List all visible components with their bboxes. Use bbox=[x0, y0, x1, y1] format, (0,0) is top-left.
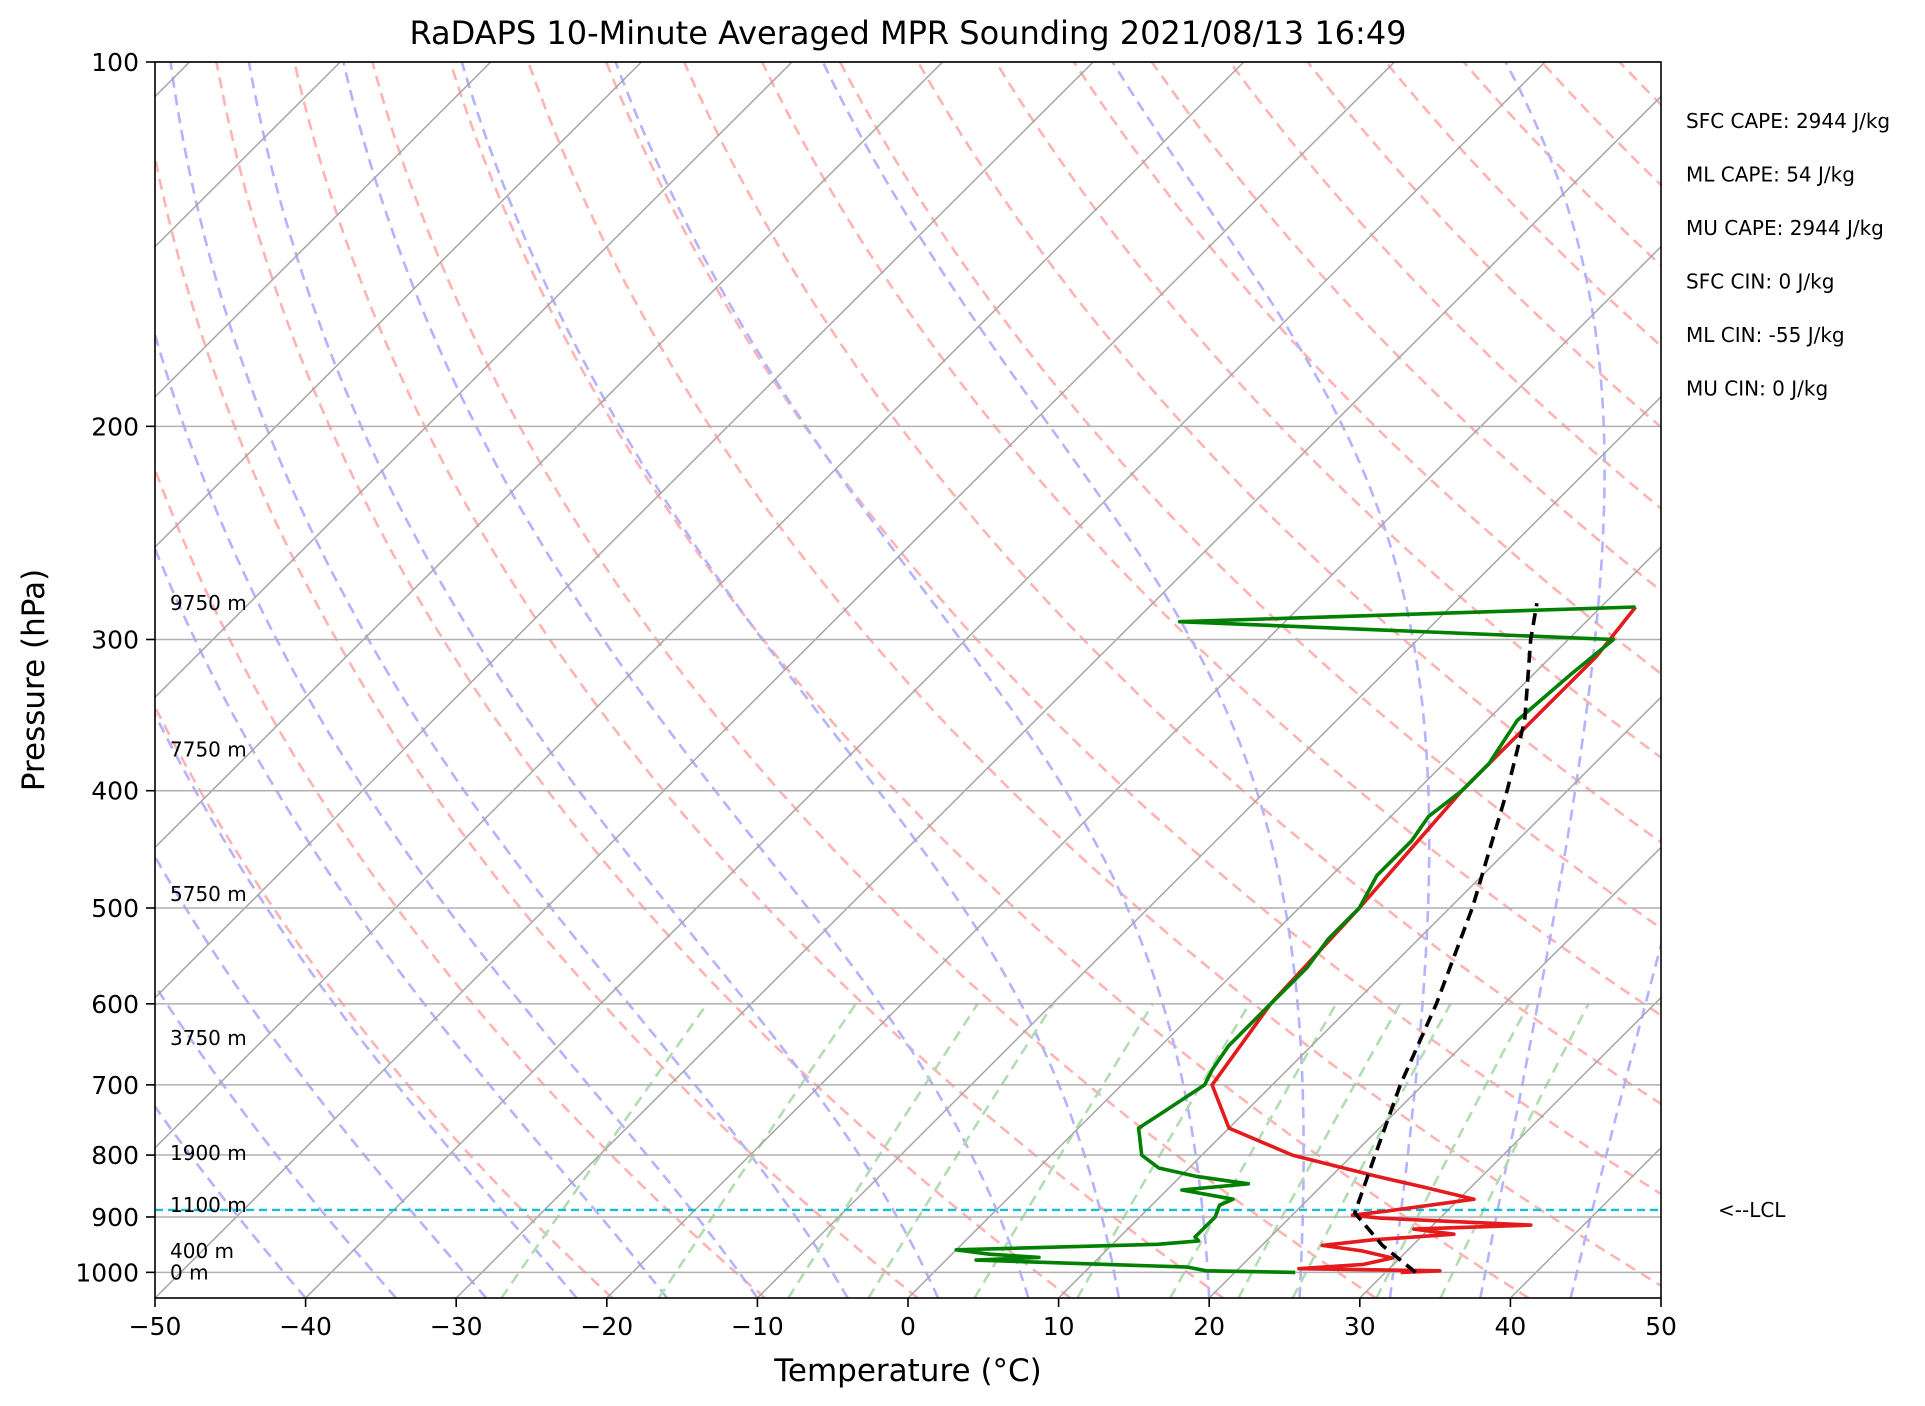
x-tick-label: 30 bbox=[1344, 1312, 1376, 1341]
chart-title: RaDAPS 10-Minute Averaged MPR Sounding 2… bbox=[409, 14, 1406, 52]
isotherm bbox=[155, 62, 1094, 999]
mixing-ratio-line bbox=[657, 1003, 857, 1298]
stability-index: SFC CIN: 0 J/kg bbox=[1686, 270, 1834, 294]
isotherm bbox=[1359, 996, 1661, 1298]
isotherm bbox=[155, 62, 793, 699]
dry-adiabat bbox=[916, 62, 1661, 844]
height-label: 0 m bbox=[170, 1260, 209, 1284]
moist-adiabat bbox=[1479, 62, 1606, 1298]
stability-annotations: SFC CAPE: 2944 J/kg ML CAPE: 54 J/kg MU CA… bbox=[1686, 109, 1890, 401]
moist-adiabat bbox=[155, 854, 488, 1298]
isotherm bbox=[155, 62, 944, 849]
isotherm bbox=[155, 62, 1395, 1298]
height-label: 400 m bbox=[170, 1239, 234, 1263]
dry-adiabat bbox=[293, 62, 1224, 1298]
y-tick-label: 1000 bbox=[75, 1258, 139, 1287]
y-tick-label: 400 bbox=[91, 777, 139, 806]
dry-adiabat bbox=[682, 62, 1661, 1106]
isotherm bbox=[1208, 846, 1661, 1298]
height-label: 9750 m bbox=[170, 591, 247, 615]
dry-adiabat bbox=[155, 151, 919, 1298]
mixing-ratio-line bbox=[787, 1003, 979, 1298]
stability-index: MU CAPE: 2944 J/kg bbox=[1686, 216, 1884, 240]
temperature-profile bbox=[1210, 605, 1638, 1275]
mixing-ratio-line bbox=[1076, 1003, 1251, 1298]
x-axis: −50 −40 −30 −20 −10 0 10 20 30 40 50 bbox=[129, 1298, 1677, 1341]
x-tick-label: 40 bbox=[1494, 1312, 1526, 1341]
x-axis-label: Temperature (°C) bbox=[773, 1353, 1042, 1389]
x-tick-label: 50 bbox=[1645, 1312, 1677, 1341]
moist-adiabat bbox=[155, 545, 669, 1298]
y-tick-label: 200 bbox=[91, 412, 139, 441]
x-tick-label: 0 bbox=[900, 1312, 916, 1341]
lcl-label: <--LCL bbox=[1718, 1198, 1786, 1222]
isotherm bbox=[155, 62, 1245, 1149]
isotherm bbox=[305, 62, 1546, 1298]
moist-adiabat bbox=[1569, 940, 1661, 1298]
x-tick-label: −50 bbox=[129, 1312, 182, 1341]
x-tick-label: −10 bbox=[731, 1312, 784, 1341]
x-tick-label: −40 bbox=[279, 1312, 332, 1341]
mixing-ratio-line bbox=[1291, 1003, 1452, 1298]
moist-adiabat bbox=[247, 62, 940, 1298]
isotherm bbox=[606, 245, 1661, 1298]
dry-adiabat bbox=[604, 62, 1661, 1196]
stability-index: ML CIN: -55 J/kg bbox=[1686, 323, 1845, 347]
x-tick-label: −20 bbox=[580, 1312, 633, 1341]
stability-index: SFC CAPE: 2944 J/kg bbox=[1686, 109, 1890, 133]
x-tick-label: −30 bbox=[430, 1312, 483, 1341]
dry-adiabat bbox=[1150, 62, 1661, 593]
x-tick-label: 10 bbox=[1043, 1312, 1075, 1341]
stability-index: MU CIN: 0 J/kg bbox=[1686, 377, 1828, 401]
moist-adiabat bbox=[460, 62, 1121, 1298]
moist-adiabat bbox=[169, 62, 849, 1298]
y-tick-label: 500 bbox=[91, 894, 139, 923]
mixing-ratio-line bbox=[1237, 1003, 1402, 1298]
mixing-ratio-line bbox=[867, 1003, 1055, 1298]
profile-series bbox=[954, 602, 1638, 1275]
isotherm bbox=[155, 62, 492, 398]
dry-adiabat bbox=[155, 465, 766, 1298]
mixing-ratio-line bbox=[1375, 1003, 1530, 1298]
moist-adiabat bbox=[155, 983, 397, 1298]
height-label: 5750 m bbox=[170, 882, 247, 906]
parcel-path bbox=[1353, 602, 1539, 1274]
mixing-ratio-line bbox=[1439, 1003, 1590, 1298]
dewpoint-profile bbox=[954, 605, 1636, 1275]
mixing-ratio-line bbox=[1169, 1003, 1338, 1298]
dry-adiabat bbox=[371, 62, 1377, 1298]
y-tick-label: 700 bbox=[91, 1071, 139, 1100]
height-label: 7750 m bbox=[170, 738, 247, 762]
height-label: 1900 m bbox=[170, 1141, 247, 1165]
y-tick-label: 900 bbox=[91, 1203, 139, 1232]
moist-adiabat bbox=[1111, 62, 1431, 1298]
moist-adiabat bbox=[155, 329, 759, 1298]
mixing-ratio-line bbox=[500, 1003, 709, 1298]
dry-adiabat bbox=[760, 62, 1661, 1017]
y-tick-label: 300 bbox=[91, 625, 139, 654]
y-axis-label: Pressure (hPa) bbox=[16, 569, 52, 791]
moist-adiabat bbox=[614, 62, 1211, 1298]
height-label: 3750 m bbox=[170, 1026, 247, 1050]
isotherm bbox=[756, 395, 1661, 1298]
stability-index: ML CAPE: 54 J/kg bbox=[1686, 163, 1855, 187]
dry-adiabat bbox=[994, 62, 1661, 760]
x-tick-label: 20 bbox=[1193, 1312, 1225, 1341]
y-axis: 100 200 300 400 500 600 700 800 900 1000 bbox=[75, 48, 155, 1287]
moist-adiabat bbox=[342, 62, 1030, 1298]
isotherm bbox=[155, 62, 642, 549]
isotherm bbox=[455, 95, 1661, 1298]
y-tick-label: 100 bbox=[91, 48, 139, 77]
height-label: 1100 m bbox=[170, 1193, 247, 1217]
moist-adiabat bbox=[155, 711, 578, 1298]
y-tick-label: 600 bbox=[91, 990, 139, 1019]
y-tick-label: 800 bbox=[91, 1141, 139, 1170]
moist-adiabat bbox=[155, 1104, 307, 1298]
isotherm bbox=[1058, 696, 1661, 1298]
